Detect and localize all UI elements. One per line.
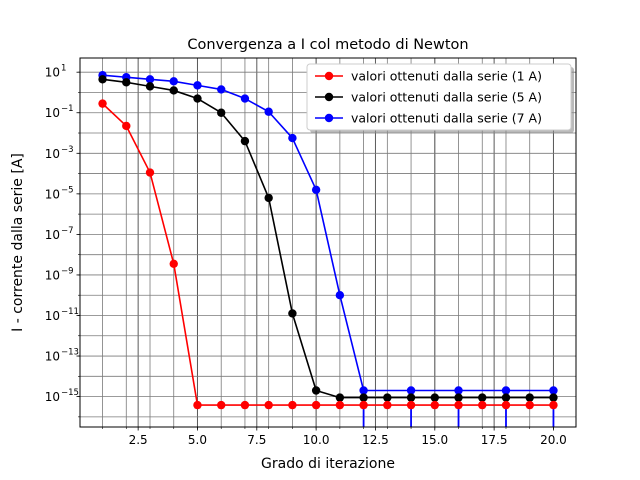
data-point (478, 393, 487, 402)
legend-marker (324, 71, 334, 81)
data-point (169, 86, 178, 95)
series-1 (98, 99, 558, 410)
x-tick-label: 7.5 (247, 433, 266, 447)
series-2 (98, 75, 558, 402)
y-tick-exponent: −9 (61, 266, 74, 276)
data-point (288, 400, 297, 410)
data-point (525, 400, 534, 410)
y-tick-label: 10 (45, 106, 60, 120)
data-point (264, 193, 273, 203)
y-tick-label: 10 (45, 66, 60, 80)
y-tick-exponent: −3 (61, 145, 74, 155)
data-point (335, 400, 345, 410)
data-point (169, 77, 178, 86)
chart-title: Convergenza a I col metodo di Newton (187, 37, 468, 53)
data-point (335, 393, 345, 402)
data-point (264, 400, 273, 410)
data-point (430, 393, 439, 402)
data-point (383, 393, 392, 402)
data-point (217, 400, 226, 410)
series-layer (98, 71, 558, 427)
x-tick-label: 15.0 (421, 433, 448, 447)
data-point (525, 393, 534, 402)
data-point (264, 107, 273, 116)
plot-frame (79, 57, 577, 428)
data-point (454, 393, 463, 402)
data-point (217, 85, 226, 94)
legend-marker (324, 113, 334, 123)
series-line (102, 74, 554, 392)
data-point (193, 400, 202, 410)
y-tick-label: 10 (45, 228, 60, 242)
data-point (311, 386, 321, 395)
data-point (359, 393, 368, 402)
data-point (217, 108, 226, 117)
data-point (406, 393, 416, 402)
y-tick-exponent: −1 (61, 104, 74, 114)
data-point (98, 99, 107, 108)
data-point (406, 386, 416, 395)
x-tick-label: 12.5 (362, 433, 389, 447)
data-point (122, 121, 131, 131)
y-tick-label: 10 (45, 309, 60, 323)
data-point (549, 386, 558, 395)
y-tick-exponent: −11 (61, 307, 79, 317)
data-point (430, 400, 439, 410)
y-tick-label: 10 (45, 187, 60, 201)
data-point (383, 400, 392, 410)
data-point (193, 81, 202, 90)
data-point (193, 94, 202, 103)
data-point (145, 82, 155, 91)
y-tick-exponent: −5 (61, 185, 74, 195)
x-tick-label: 10.0 (303, 433, 330, 447)
x-axis-label: Grado di iterazione (261, 456, 395, 472)
data-point (288, 309, 297, 318)
legend-label: valori ottenuti dalla serie (7 A) (351, 111, 542, 126)
legend-marker (324, 92, 334, 102)
legend: valori ottenuti dalla serie (1 A) valori … (306, 63, 574, 133)
data-point (122, 78, 131, 87)
data-point (311, 185, 321, 194)
data-point (501, 393, 511, 402)
data-point (501, 386, 511, 395)
data-point (549, 400, 558, 410)
x-tick-label: 2.5 (129, 433, 148, 447)
data-point (98, 75, 107, 84)
data-point (478, 400, 487, 410)
data-point (240, 400, 250, 410)
data-point (240, 94, 250, 103)
y-tick-label: 10 (45, 268, 60, 282)
x-tick-label: 5.0 (188, 433, 207, 447)
data-point (454, 400, 463, 410)
data-point (501, 400, 511, 410)
data-point (454, 386, 463, 395)
data-point (549, 393, 558, 402)
y-tick-exponent: −7 (61, 226, 74, 236)
x-tick-label: 17.5 (481, 433, 508, 447)
y-tick-label: 10 (45, 350, 60, 364)
data-point (406, 400, 416, 410)
y-tick-label: 10 (45, 147, 60, 161)
x-tick-label: 20.0 (540, 433, 567, 447)
y-tick-label: 10 (45, 390, 60, 404)
y-tick-exponent: 1 (61, 64, 66, 74)
y-tick-exponent: −13 (61, 348, 79, 358)
legend-box (306, 63, 572, 131)
data-point (145, 75, 155, 84)
data-point (359, 386, 368, 395)
data-point (169, 259, 178, 268)
data-point (240, 136, 250, 146)
y-tick-exponent: −15 (61, 388, 79, 398)
data-point (288, 133, 297, 143)
legend-label: valori ottenuti dalla serie (5 A) (351, 90, 542, 105)
legend-label: valori ottenuti dalla serie (1 A) (351, 69, 542, 84)
data-point (311, 400, 321, 410)
data-point (335, 291, 345, 300)
y-axis-label: I - corrente dalla serie [A] (10, 153, 26, 332)
data-point (145, 168, 155, 177)
data-point (359, 400, 368, 410)
